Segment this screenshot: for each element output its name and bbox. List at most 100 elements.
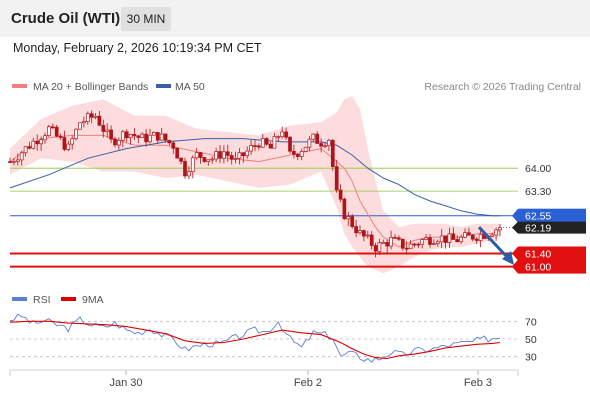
candle-body bbox=[58, 135, 63, 138]
candle-body bbox=[78, 122, 82, 130]
candle-body bbox=[89, 113, 94, 118]
last-price-tag-pointer bbox=[512, 221, 518, 234]
candle-body bbox=[397, 237, 401, 240]
candle-body bbox=[400, 238, 405, 249]
rsi-legend-label: RSI bbox=[33, 294, 51, 306]
candle-body bbox=[416, 243, 421, 246]
level-label-64.00: 64.00 bbox=[525, 163, 551, 175]
candle-body bbox=[241, 152, 246, 157]
candle-body bbox=[478, 233, 483, 241]
candle-body bbox=[494, 229, 498, 236]
candle-body bbox=[101, 124, 106, 132]
candle-body bbox=[264, 138, 269, 145]
ma50-legend-label: MA 50 bbox=[175, 81, 205, 93]
candle-body bbox=[389, 237, 393, 247]
candle-body bbox=[432, 243, 436, 245]
level-label-63.30: 63.30 bbox=[525, 186, 551, 198]
ma50-legend-swatch bbox=[156, 84, 171, 88]
rsi-tick-label-70: 70 bbox=[525, 316, 537, 328]
candle-body bbox=[303, 146, 308, 152]
candle-body bbox=[435, 241, 440, 244]
candle-body bbox=[54, 126, 59, 137]
candle-body bbox=[455, 239, 460, 243]
candle-body bbox=[179, 157, 183, 162]
candle-body bbox=[498, 227, 502, 231]
ma50-line bbox=[9, 138, 500, 217]
candle-body bbox=[214, 151, 218, 160]
candle-body bbox=[132, 134, 137, 137]
candle-body bbox=[245, 150, 250, 157]
candle-body bbox=[369, 234, 374, 246]
candle-body bbox=[237, 152, 242, 159]
candle-body bbox=[97, 115, 102, 126]
forecast-arrow-shaft bbox=[477, 226, 511, 261]
candle-body bbox=[350, 216, 355, 227]
candle-body bbox=[171, 142, 176, 149]
candle-body bbox=[74, 128, 78, 139]
candle-body bbox=[23, 146, 28, 154]
candle-body bbox=[354, 226, 358, 234]
candle-body bbox=[187, 171, 191, 177]
candle-body bbox=[260, 138, 265, 148]
candle-body bbox=[229, 155, 234, 160]
candle-body bbox=[358, 230, 362, 234]
rsi-tick-label-30: 30 bbox=[525, 352, 537, 364]
candle-body bbox=[202, 157, 207, 162]
candle-body bbox=[408, 243, 413, 250]
candle-body bbox=[424, 237, 428, 240]
candle-body bbox=[128, 134, 133, 139]
candle-body bbox=[8, 161, 12, 163]
candle-body bbox=[167, 140, 172, 144]
candle-body bbox=[377, 242, 382, 252]
rsi-panel: 70 50 30 bbox=[9, 313, 537, 364]
rsi-ma9-line bbox=[9, 320, 501, 360]
candle-body bbox=[319, 143, 323, 147]
level-label-62.55: 62.55 bbox=[525, 211, 551, 223]
candle-body bbox=[323, 145, 327, 148]
candle-body bbox=[70, 138, 75, 145]
candle-body bbox=[385, 242, 390, 247]
candle-body bbox=[334, 166, 339, 191]
level-label-61.00: 61.00 bbox=[525, 262, 551, 274]
level-tag-62.55 bbox=[518, 208, 586, 223]
candle-body bbox=[47, 126, 51, 136]
candle-body bbox=[93, 115, 98, 118]
candle-body bbox=[284, 131, 288, 138]
candle-body bbox=[120, 131, 125, 141]
candle-body bbox=[113, 138, 117, 146]
candle-body bbox=[268, 143, 273, 149]
candle-body bbox=[470, 234, 475, 240]
candle-body bbox=[249, 145, 253, 152]
candle-body bbox=[346, 216, 351, 220]
candle-body bbox=[218, 151, 222, 159]
candle-body bbox=[136, 135, 141, 138]
candle-body bbox=[381, 242, 386, 244]
candle-body bbox=[105, 129, 110, 132]
last-price-label: 62.19 bbox=[525, 223, 551, 235]
candle-body bbox=[66, 143, 71, 150]
candle-body bbox=[451, 233, 456, 240]
candle-body bbox=[124, 131, 129, 139]
candle-body bbox=[420, 239, 425, 245]
candle-body bbox=[50, 126, 55, 129]
level-tag-pointer-62.55 bbox=[512, 208, 518, 223]
candle-body bbox=[365, 234, 370, 237]
candle-body bbox=[315, 133, 320, 144]
candle-body bbox=[43, 135, 47, 141]
timeframe-button[interactable]: 30 MIN bbox=[121, 7, 171, 31]
x-tick-label-2: Feb 3 bbox=[464, 377, 492, 389]
candle-body bbox=[109, 129, 113, 140]
candle-body bbox=[280, 131, 285, 138]
candle-body bbox=[35, 140, 40, 145]
candle-body bbox=[62, 137, 67, 150]
candle-body bbox=[272, 136, 277, 149]
candle-body bbox=[148, 134, 152, 143]
candle-body bbox=[12, 160, 16, 163]
candle-body bbox=[194, 152, 199, 159]
candle-body bbox=[190, 157, 195, 173]
candle-body bbox=[144, 133, 148, 143]
candle-body bbox=[490, 234, 495, 237]
candle-body bbox=[163, 133, 168, 141]
candle-body bbox=[463, 232, 467, 238]
